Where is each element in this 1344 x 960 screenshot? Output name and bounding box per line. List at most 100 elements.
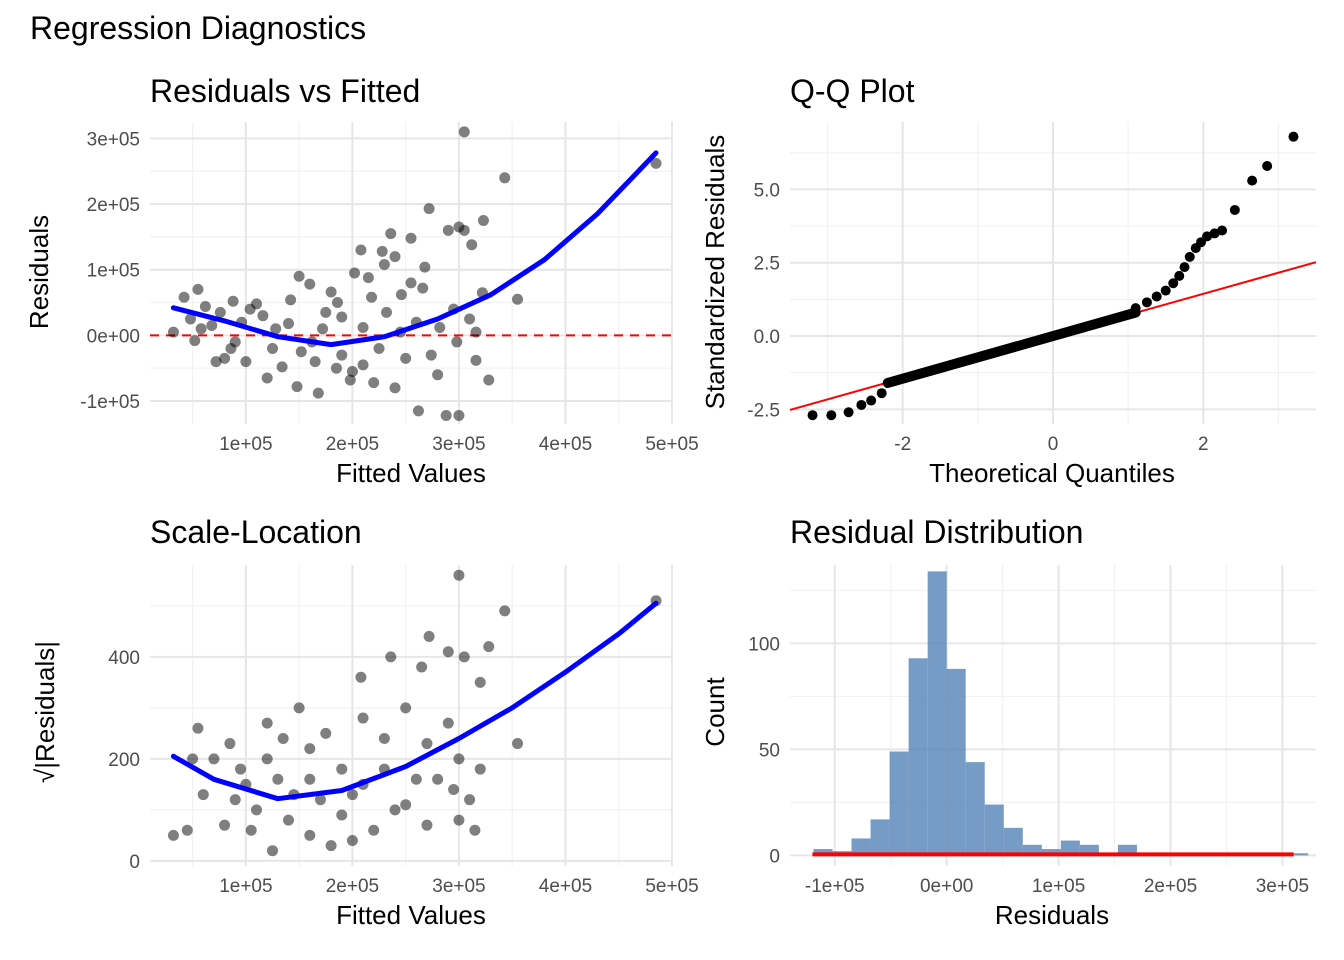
data-point (421, 738, 433, 750)
plot-marks (167, 569, 662, 857)
data-point (477, 214, 489, 226)
data-point (282, 318, 294, 330)
data-point (432, 369, 444, 381)
data-point (355, 671, 367, 683)
y-tick-label: 200 (108, 750, 140, 771)
data-point (355, 244, 367, 256)
data-point (464, 794, 476, 806)
data-point (282, 814, 294, 826)
data-point (412, 405, 424, 417)
data-point (192, 722, 204, 734)
data-point (285, 294, 297, 306)
y-tick-label: 0 (129, 852, 140, 873)
data-point (349, 267, 361, 279)
histogram-bar (1041, 849, 1061, 856)
panel-title-scale-location: Scale-Location (150, 514, 362, 550)
data-point (1141, 297, 1152, 308)
data-point (405, 277, 417, 289)
data-point (1179, 262, 1190, 273)
y-axis-title-scale-location: √|Residuals| (30, 641, 60, 783)
data-point (373, 343, 385, 354)
data-point (267, 845, 279, 857)
data-point (199, 300, 211, 312)
data-point (336, 809, 348, 821)
data-point (416, 661, 428, 673)
data-point (866, 395, 877, 406)
data-point (499, 172, 511, 184)
x-tick-label: 0e+00 (920, 876, 973, 897)
y-axis-title-residual-distribution: Count (700, 677, 730, 747)
data-point (1190, 243, 1201, 254)
data-point (400, 352, 412, 364)
y-tick-label: 2.5 (754, 254, 780, 275)
data-point (442, 646, 454, 658)
data-point (453, 753, 465, 765)
data-point (304, 743, 316, 755)
data-point (1217, 225, 1228, 236)
data-point (410, 773, 422, 785)
data-point (344, 374, 356, 386)
data-point (395, 289, 407, 301)
y-tick-label: 100 (748, 634, 780, 655)
gridlines (150, 565, 673, 866)
histogram-bar (946, 668, 966, 856)
data-point (187, 753, 199, 765)
data-point (400, 702, 412, 714)
x-axis-title-qq-plot: Theoretical Quantiles (929, 458, 1175, 488)
data-point (225, 343, 237, 354)
data-point (458, 126, 470, 138)
x-tick-label: 3e+05 (1256, 876, 1309, 897)
data-point (357, 321, 369, 333)
data-point (304, 829, 316, 841)
gridlines (790, 565, 1316, 866)
data-point (309, 356, 321, 368)
y-tick-label: -1e+05 (80, 392, 140, 413)
data-point (440, 409, 452, 421)
data-point (325, 286, 337, 298)
panel-title-qq-plot: Q-Q Plot (790, 73, 915, 109)
x-tick-label: -2 (894, 434, 911, 455)
data-point (378, 258, 390, 270)
data-point (229, 794, 241, 806)
y-tick-label: 0e+00 (87, 326, 140, 347)
data-point (293, 270, 305, 282)
data-point (466, 239, 478, 251)
y-axis-title-qq-plot: Standardized Residuals (700, 135, 730, 410)
x-tick-label: 2 (1198, 434, 1209, 455)
y-tick-label: 0.0 (754, 327, 780, 348)
data-point (219, 352, 231, 364)
data-point (453, 814, 465, 826)
data-point (346, 834, 358, 846)
data-point (346, 789, 358, 801)
plot-marks (789, 131, 1317, 421)
data-point (366, 291, 378, 303)
histogram-bar (851, 838, 871, 856)
histogram-bar (965, 762, 985, 856)
data-point (192, 283, 204, 295)
data-point (330, 362, 342, 374)
y-tick-label: 400 (108, 648, 140, 669)
data-point (336, 349, 348, 361)
x-tick-label: 0 (1048, 434, 1059, 455)
data-point (826, 410, 837, 421)
data-point (1262, 160, 1273, 171)
data-point (856, 399, 867, 410)
data-point (1247, 175, 1258, 186)
data-point (417, 282, 429, 294)
data-point (1151, 291, 1162, 302)
data-point (184, 313, 196, 325)
data-point (214, 306, 226, 318)
data-point (451, 336, 463, 348)
data-point (389, 251, 401, 263)
data-point (483, 641, 495, 653)
histogram-bar (1117, 844, 1137, 856)
histogram-bar (870, 819, 890, 856)
y-tick-label: 1e+05 (87, 261, 140, 282)
data-point (245, 824, 257, 836)
data-point (197, 789, 209, 801)
data-point (405, 232, 417, 244)
data-point (261, 753, 273, 765)
data-point (295, 346, 307, 358)
data-point (227, 295, 239, 307)
data-point (453, 409, 465, 421)
